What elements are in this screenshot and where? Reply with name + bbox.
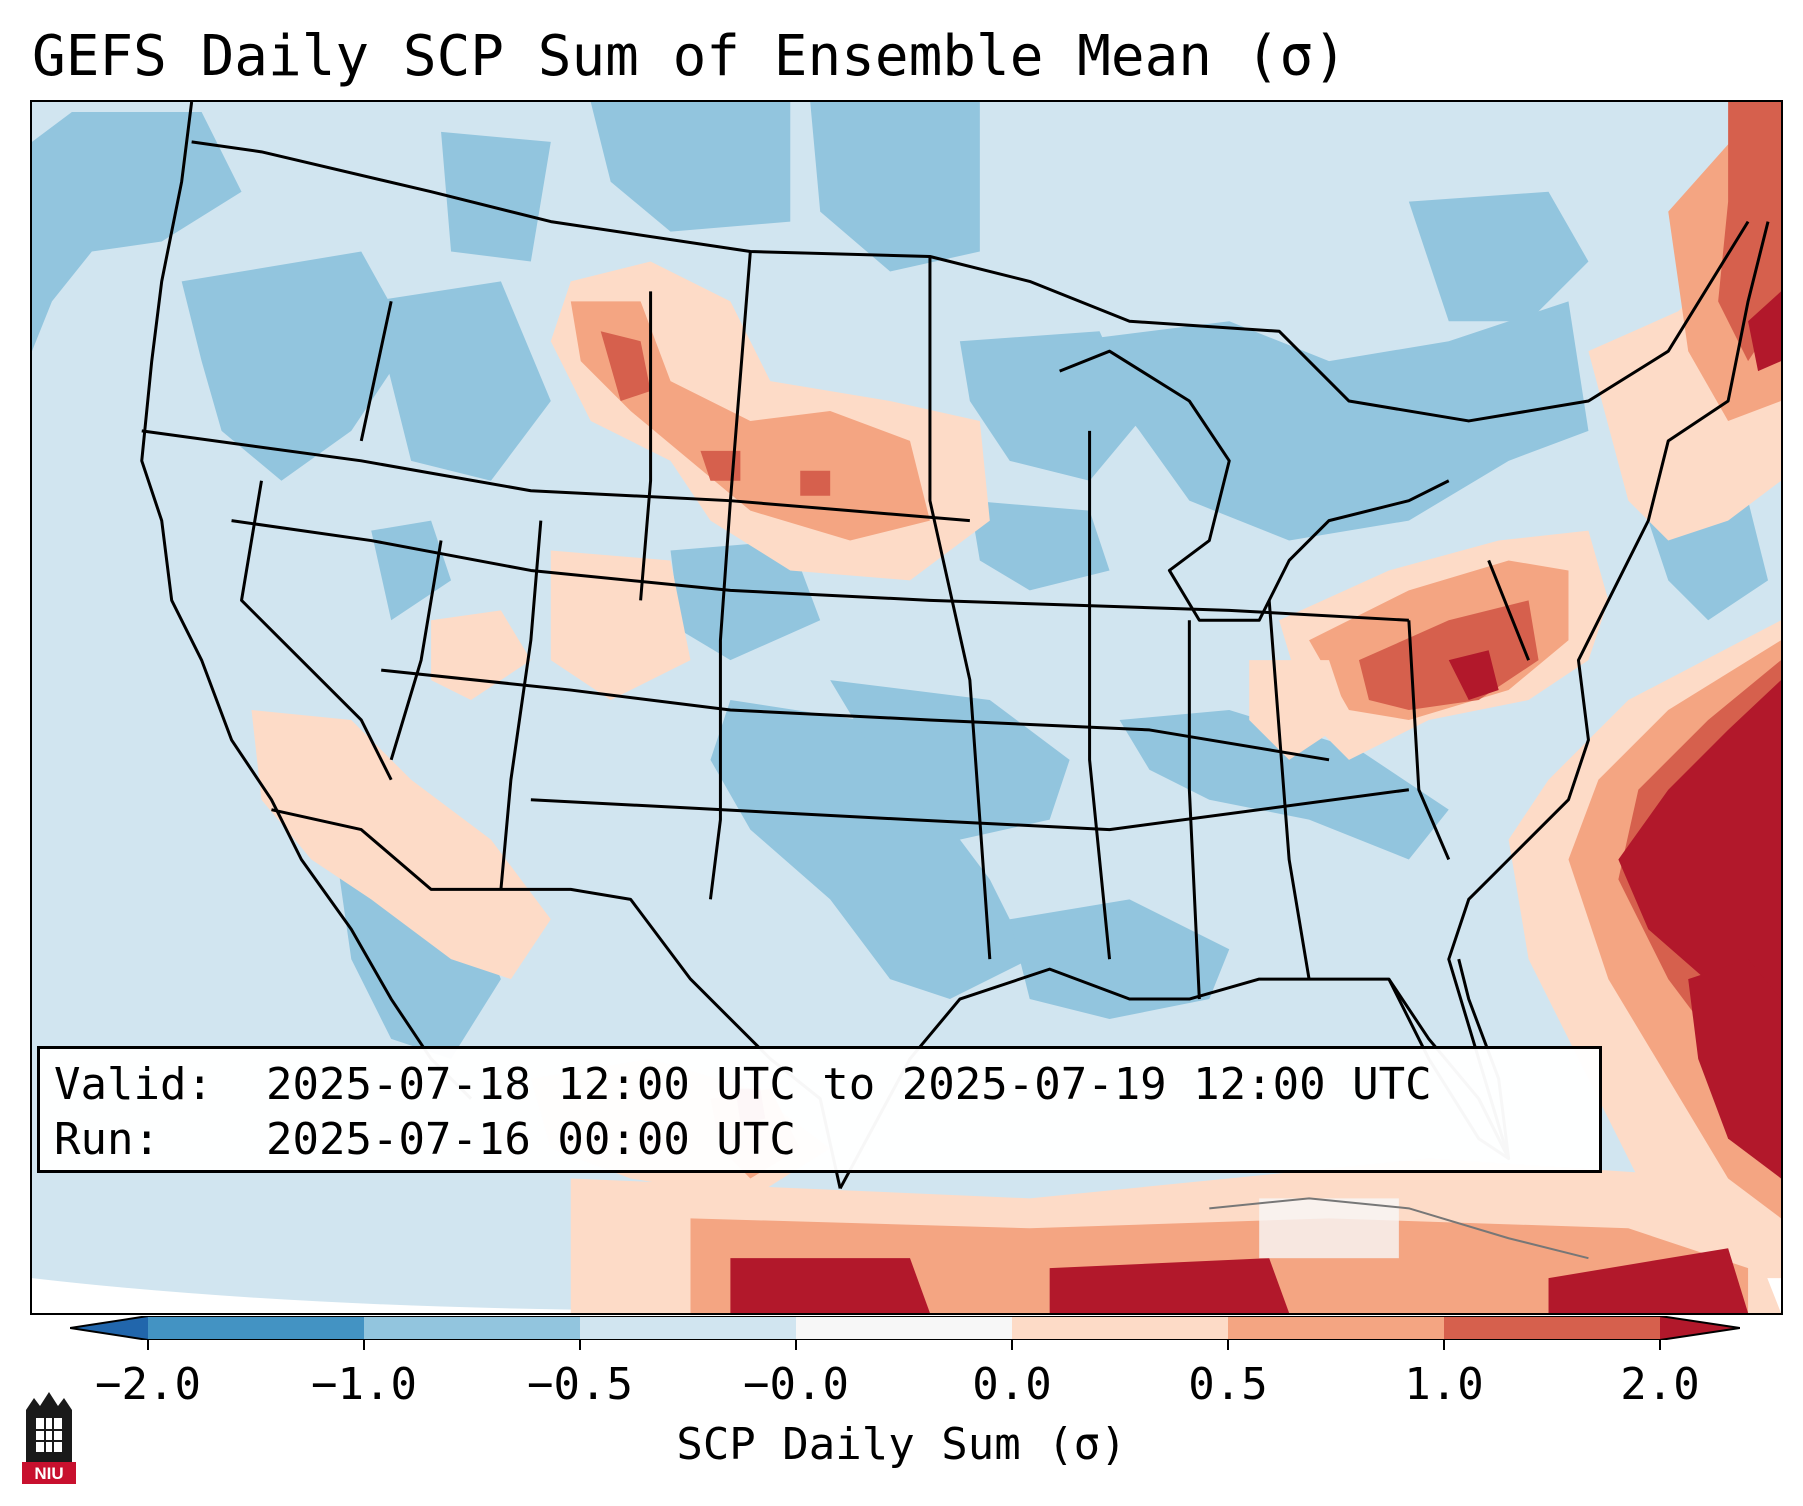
colorbar-tick-label: −1.0 — [311, 1359, 417, 1410]
western-negative-patch — [670, 540, 821, 661]
colorbar-tick-label: 1.0 — [1404, 1359, 1484, 1410]
midwest-negative-patch — [969, 500, 1110, 591]
state-line — [708, 251, 752, 900]
southern-plains-negative-patch — [830, 680, 1070, 840]
western-negative-patch — [590, 102, 791, 232]
colorbar-bin — [1444, 1316, 1660, 1340]
texas-negative-patch — [710, 700, 1030, 1000]
negative-anomaly-layer — [32, 102, 1769, 1059]
colorbar-tick-label: −0.5 — [527, 1359, 633, 1410]
colorbar — [70, 1316, 1740, 1340]
niu-logo-banner — [22, 1462, 76, 1484]
state-line — [1407, 620, 1451, 861]
niu-logo: NIU — [22, 1392, 76, 1484]
mid-atlantic-strong-positive — [1448, 650, 1499, 701]
state-line — [1088, 430, 1112, 960]
western-negative-patch — [810, 102, 980, 272]
state-line — [231, 519, 1409, 622]
state-line — [928, 256, 992, 960]
northeast-strong-positive — [1748, 291, 1781, 372]
colorbar-tick-label: 0.5 — [1188, 1359, 1268, 1410]
state-line — [1487, 559, 1530, 661]
great-lakes — [1059, 349, 1450, 622]
valid-label: Valid: — [54, 1059, 213, 1110]
map-title: GEFS Daily SCP Sum of Ensemble Mean (σ) — [32, 24, 1347, 89]
atlantic-coast — [1447, 221, 1770, 1159]
colorbar-tick-mark — [147, 1340, 149, 1350]
valid-time-box: Valid: 2025-07-18 12:00 UTC to 2025-07-19… — [37, 1046, 1602, 1173]
run-line: Run: 2025-07-16 00:00 UTC — [54, 1112, 1599, 1167]
state-line — [141, 429, 970, 523]
northeast-negative-patch — [1408, 191, 1589, 322]
colorbar-tick-mark — [1011, 1340, 1013, 1350]
state-line — [1187, 620, 1201, 1000]
western-negative-patch — [32, 111, 242, 352]
colorbar-bin — [1228, 1316, 1444, 1340]
colorbar-tick-label: 2.0 — [1620, 1359, 1700, 1410]
western-negative-patch — [181, 251, 412, 481]
state-line — [1267, 600, 1311, 980]
colorbar-ticks: −2.0 −1.0 −0.5 −0.0 0.0 0.5 1.0 2.0 — [0, 1340, 1803, 1450]
western-negative-patch — [441, 131, 551, 262]
colorbar-label: SCP Daily Sum (σ) — [676, 1419, 1127, 1470]
gulf-negative-patch — [1009, 899, 1230, 1019]
colorbar-tick-label: 0.0 — [972, 1359, 1052, 1410]
colorbar-bin — [148, 1316, 364, 1340]
niu-logo-text: NIU — [34, 1464, 63, 1483]
colorbar-bin — [580, 1316, 796, 1340]
colorbar-tick-mark — [579, 1340, 581, 1350]
colorbar-tick-label: −0.0 — [743, 1359, 849, 1410]
colorbar-over-extension — [1660, 1316, 1740, 1340]
positive-anomaly-layer — [251, 102, 1781, 1313]
caribbean-strong-positive — [1049, 1258, 1290, 1313]
northern-plains-positive — [570, 301, 930, 541]
neutral-patch — [1259, 1198, 1399, 1259]
colorbar-tick-mark — [1227, 1340, 1229, 1350]
northern-plains-moderate-positive — [700, 450, 741, 481]
state-line — [530, 788, 1410, 832]
western-negative-patch — [371, 281, 551, 481]
colorbar-tick-mark — [363, 1340, 365, 1350]
atlantic-strong-positive — [1688, 959, 1781, 1179]
run-value: 2025-07-16 00:00 UTC — [266, 1114, 796, 1165]
state-line — [499, 520, 543, 890]
us-canada-border — [191, 140, 1750, 423]
northeast-moderate-positive — [1718, 102, 1781, 362]
cuba — [1209, 1197, 1589, 1260]
desert-southwest-light-positive — [251, 709, 551, 980]
colorbar-under-extension — [70, 1316, 148, 1340]
colorbar-tick-mark — [795, 1340, 797, 1350]
colorbar-tick-mark — [1443, 1340, 1445, 1350]
colorbar-bin — [364, 1316, 580, 1340]
caribbean-strong-positive — [730, 1258, 930, 1313]
great-basin-light-positive — [550, 550, 691, 701]
valid-line: Valid: 2025-07-18 12:00 UTC to 2025-07-19… — [54, 1057, 1599, 1112]
colorbar-tick-mark — [1659, 1340, 1661, 1350]
ohio-valley-light-positive — [1249, 660, 1349, 760]
great-lakes-negative-patch — [1069, 301, 1589, 541]
northern-plains-moderate-positive — [800, 470, 831, 496]
state-line — [389, 540, 443, 761]
state-line — [381, 668, 1330, 762]
northern-plains-moderate-positive — [600, 331, 651, 402]
state-line — [359, 301, 393, 442]
colorbar-tick-label: −2.0 — [95, 1359, 201, 1410]
us-coastline-west — [140, 102, 473, 1100]
caribbean-strong-positive — [1548, 1248, 1749, 1313]
colorbar-bin — [796, 1316, 1012, 1340]
valid-value: 2025-07-18 12:00 UTC to 2025-07-19 12:00… — [266, 1059, 1432, 1110]
state-line — [240, 480, 393, 781]
state-line — [639, 291, 653, 601]
run-label: Run: — [54, 1114, 160, 1165]
colorbar-bin — [1012, 1316, 1228, 1340]
